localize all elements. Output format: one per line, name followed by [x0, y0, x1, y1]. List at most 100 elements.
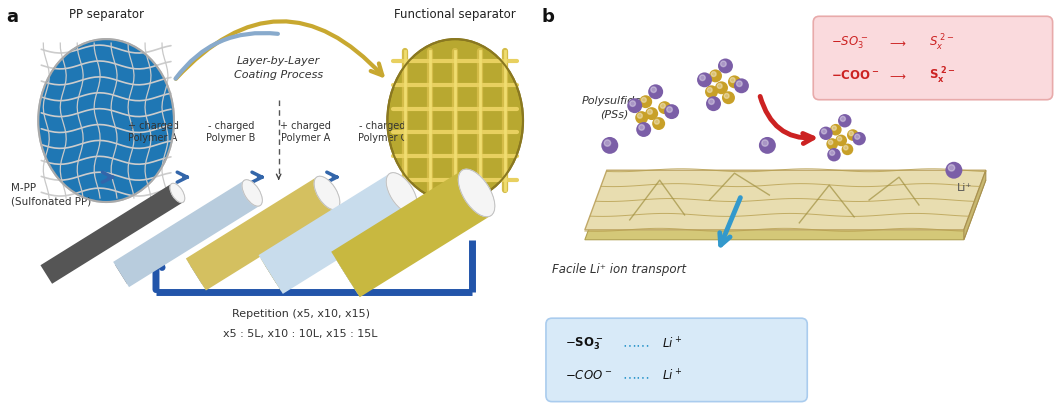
- Circle shape: [838, 114, 851, 128]
- Polygon shape: [265, 183, 408, 284]
- Circle shape: [708, 87, 712, 92]
- FancyBboxPatch shape: [546, 318, 807, 402]
- Circle shape: [706, 96, 721, 111]
- Circle shape: [854, 134, 860, 139]
- Text: $-SO_3^-$: $-SO_3^-$: [831, 35, 868, 51]
- Circle shape: [627, 98, 642, 113]
- Circle shape: [636, 122, 652, 137]
- Circle shape: [666, 107, 673, 112]
- Circle shape: [830, 150, 834, 156]
- Circle shape: [715, 81, 728, 94]
- Text: $\mathit{Li^+}$: $\mathit{Li^+}$: [662, 337, 682, 352]
- Circle shape: [828, 140, 833, 145]
- Circle shape: [847, 129, 859, 141]
- Text: $\longrightarrow$: $\longrightarrow$: [887, 71, 907, 81]
- Circle shape: [664, 104, 679, 119]
- Polygon shape: [338, 180, 485, 287]
- Text: a: a: [6, 9, 18, 26]
- Circle shape: [641, 98, 646, 102]
- Text: $\longrightarrow$: $\longrightarrow$: [887, 38, 907, 48]
- Polygon shape: [113, 180, 260, 287]
- Text: $\cdots\cdots$: $\cdots\cdots$: [622, 337, 649, 351]
- Polygon shape: [259, 174, 414, 294]
- Circle shape: [647, 109, 653, 114]
- Circle shape: [636, 111, 648, 124]
- Ellipse shape: [38, 39, 174, 202]
- Text: Suppression of PS shuttles: Suppression of PS shuttles: [901, 51, 1049, 61]
- Circle shape: [948, 165, 955, 171]
- Circle shape: [660, 103, 665, 108]
- Circle shape: [655, 119, 659, 124]
- Text: b: b: [542, 9, 554, 26]
- Circle shape: [604, 140, 610, 146]
- Circle shape: [945, 162, 962, 179]
- Polygon shape: [334, 174, 489, 294]
- Polygon shape: [186, 177, 337, 290]
- Text: $\mathit{Li^+}$: $\mathit{Li^+}$: [662, 368, 682, 384]
- Circle shape: [658, 101, 672, 114]
- Polygon shape: [585, 170, 986, 230]
- Text: Li⁺: Li⁺: [957, 183, 973, 193]
- Circle shape: [842, 143, 853, 155]
- Polygon shape: [261, 177, 412, 290]
- Text: PP separator: PP separator: [69, 9, 144, 21]
- Circle shape: [724, 94, 729, 98]
- Ellipse shape: [38, 39, 174, 202]
- Text: $S_x^{\ 2-}$: $S_x^{\ 2-}$: [929, 33, 955, 53]
- Circle shape: [822, 129, 827, 134]
- Text: $\mathbf{S_x^{\ 2-}}$: $\mathbf{S_x^{\ 2-}}$: [929, 66, 956, 86]
- Circle shape: [639, 95, 653, 108]
- Circle shape: [819, 127, 832, 140]
- Polygon shape: [115, 183, 258, 284]
- Circle shape: [709, 99, 714, 104]
- Circle shape: [717, 83, 722, 88]
- Polygon shape: [332, 170, 491, 297]
- Text: x5 : 5L, x10 : 10L, x15 : 15L: x5 : 5L, x10 : 10L, x15 : 15L: [224, 329, 378, 339]
- Circle shape: [827, 148, 841, 162]
- Circle shape: [759, 137, 776, 154]
- Ellipse shape: [314, 176, 340, 210]
- Text: - charged
Polymer C: - charged Polymer C: [358, 121, 407, 143]
- FancyBboxPatch shape: [813, 16, 1053, 100]
- Polygon shape: [188, 180, 335, 287]
- Text: + charged
Polymer A: + charged Polymer A: [280, 121, 331, 143]
- Circle shape: [653, 117, 665, 130]
- Text: $-\mathbf{SO_3^-}$: $-\mathbf{SO_3^-}$: [565, 336, 603, 352]
- Circle shape: [852, 132, 866, 145]
- Text: Layer-by-Layer
Coating Process: Layer-by-Layer Coating Process: [234, 56, 323, 79]
- Text: $\cdots\cdots$: $\cdots\cdots$: [622, 369, 649, 383]
- Circle shape: [718, 58, 733, 73]
- Circle shape: [601, 137, 618, 154]
- Circle shape: [835, 134, 847, 146]
- Text: $\mathbf{-COO^-}$: $\mathbf{-COO^-}$: [831, 69, 880, 82]
- Circle shape: [841, 116, 846, 121]
- Ellipse shape: [170, 183, 185, 202]
- Polygon shape: [263, 180, 410, 287]
- Circle shape: [837, 136, 842, 141]
- Circle shape: [734, 78, 749, 93]
- Circle shape: [722, 91, 735, 104]
- Circle shape: [728, 75, 741, 88]
- Polygon shape: [40, 183, 183, 284]
- Text: Polysulfides
(PSs): Polysulfides (PSs): [582, 96, 647, 119]
- Circle shape: [699, 75, 705, 81]
- Ellipse shape: [388, 39, 523, 202]
- Circle shape: [827, 138, 838, 150]
- Circle shape: [639, 125, 644, 130]
- Text: Facile Li⁺ ion transport: Facile Li⁺ ion transport: [552, 262, 686, 275]
- Text: - charged
Polymer B: - charged Polymer B: [206, 121, 256, 143]
- Polygon shape: [336, 177, 487, 290]
- Circle shape: [761, 140, 768, 146]
- Circle shape: [645, 107, 658, 120]
- Text: $-COO^-$: $-COO^-$: [565, 369, 611, 382]
- Text: M-PP
(Sulfonated PP): M-PP (Sulfonated PP): [12, 183, 92, 207]
- Circle shape: [736, 81, 742, 87]
- Text: + charged
Polymer A: + charged Polymer A: [128, 121, 178, 143]
- Circle shape: [648, 84, 663, 99]
- Polygon shape: [340, 183, 483, 284]
- Ellipse shape: [242, 180, 262, 206]
- Circle shape: [650, 87, 657, 92]
- Circle shape: [697, 72, 712, 87]
- Circle shape: [629, 101, 636, 107]
- Circle shape: [709, 69, 722, 82]
